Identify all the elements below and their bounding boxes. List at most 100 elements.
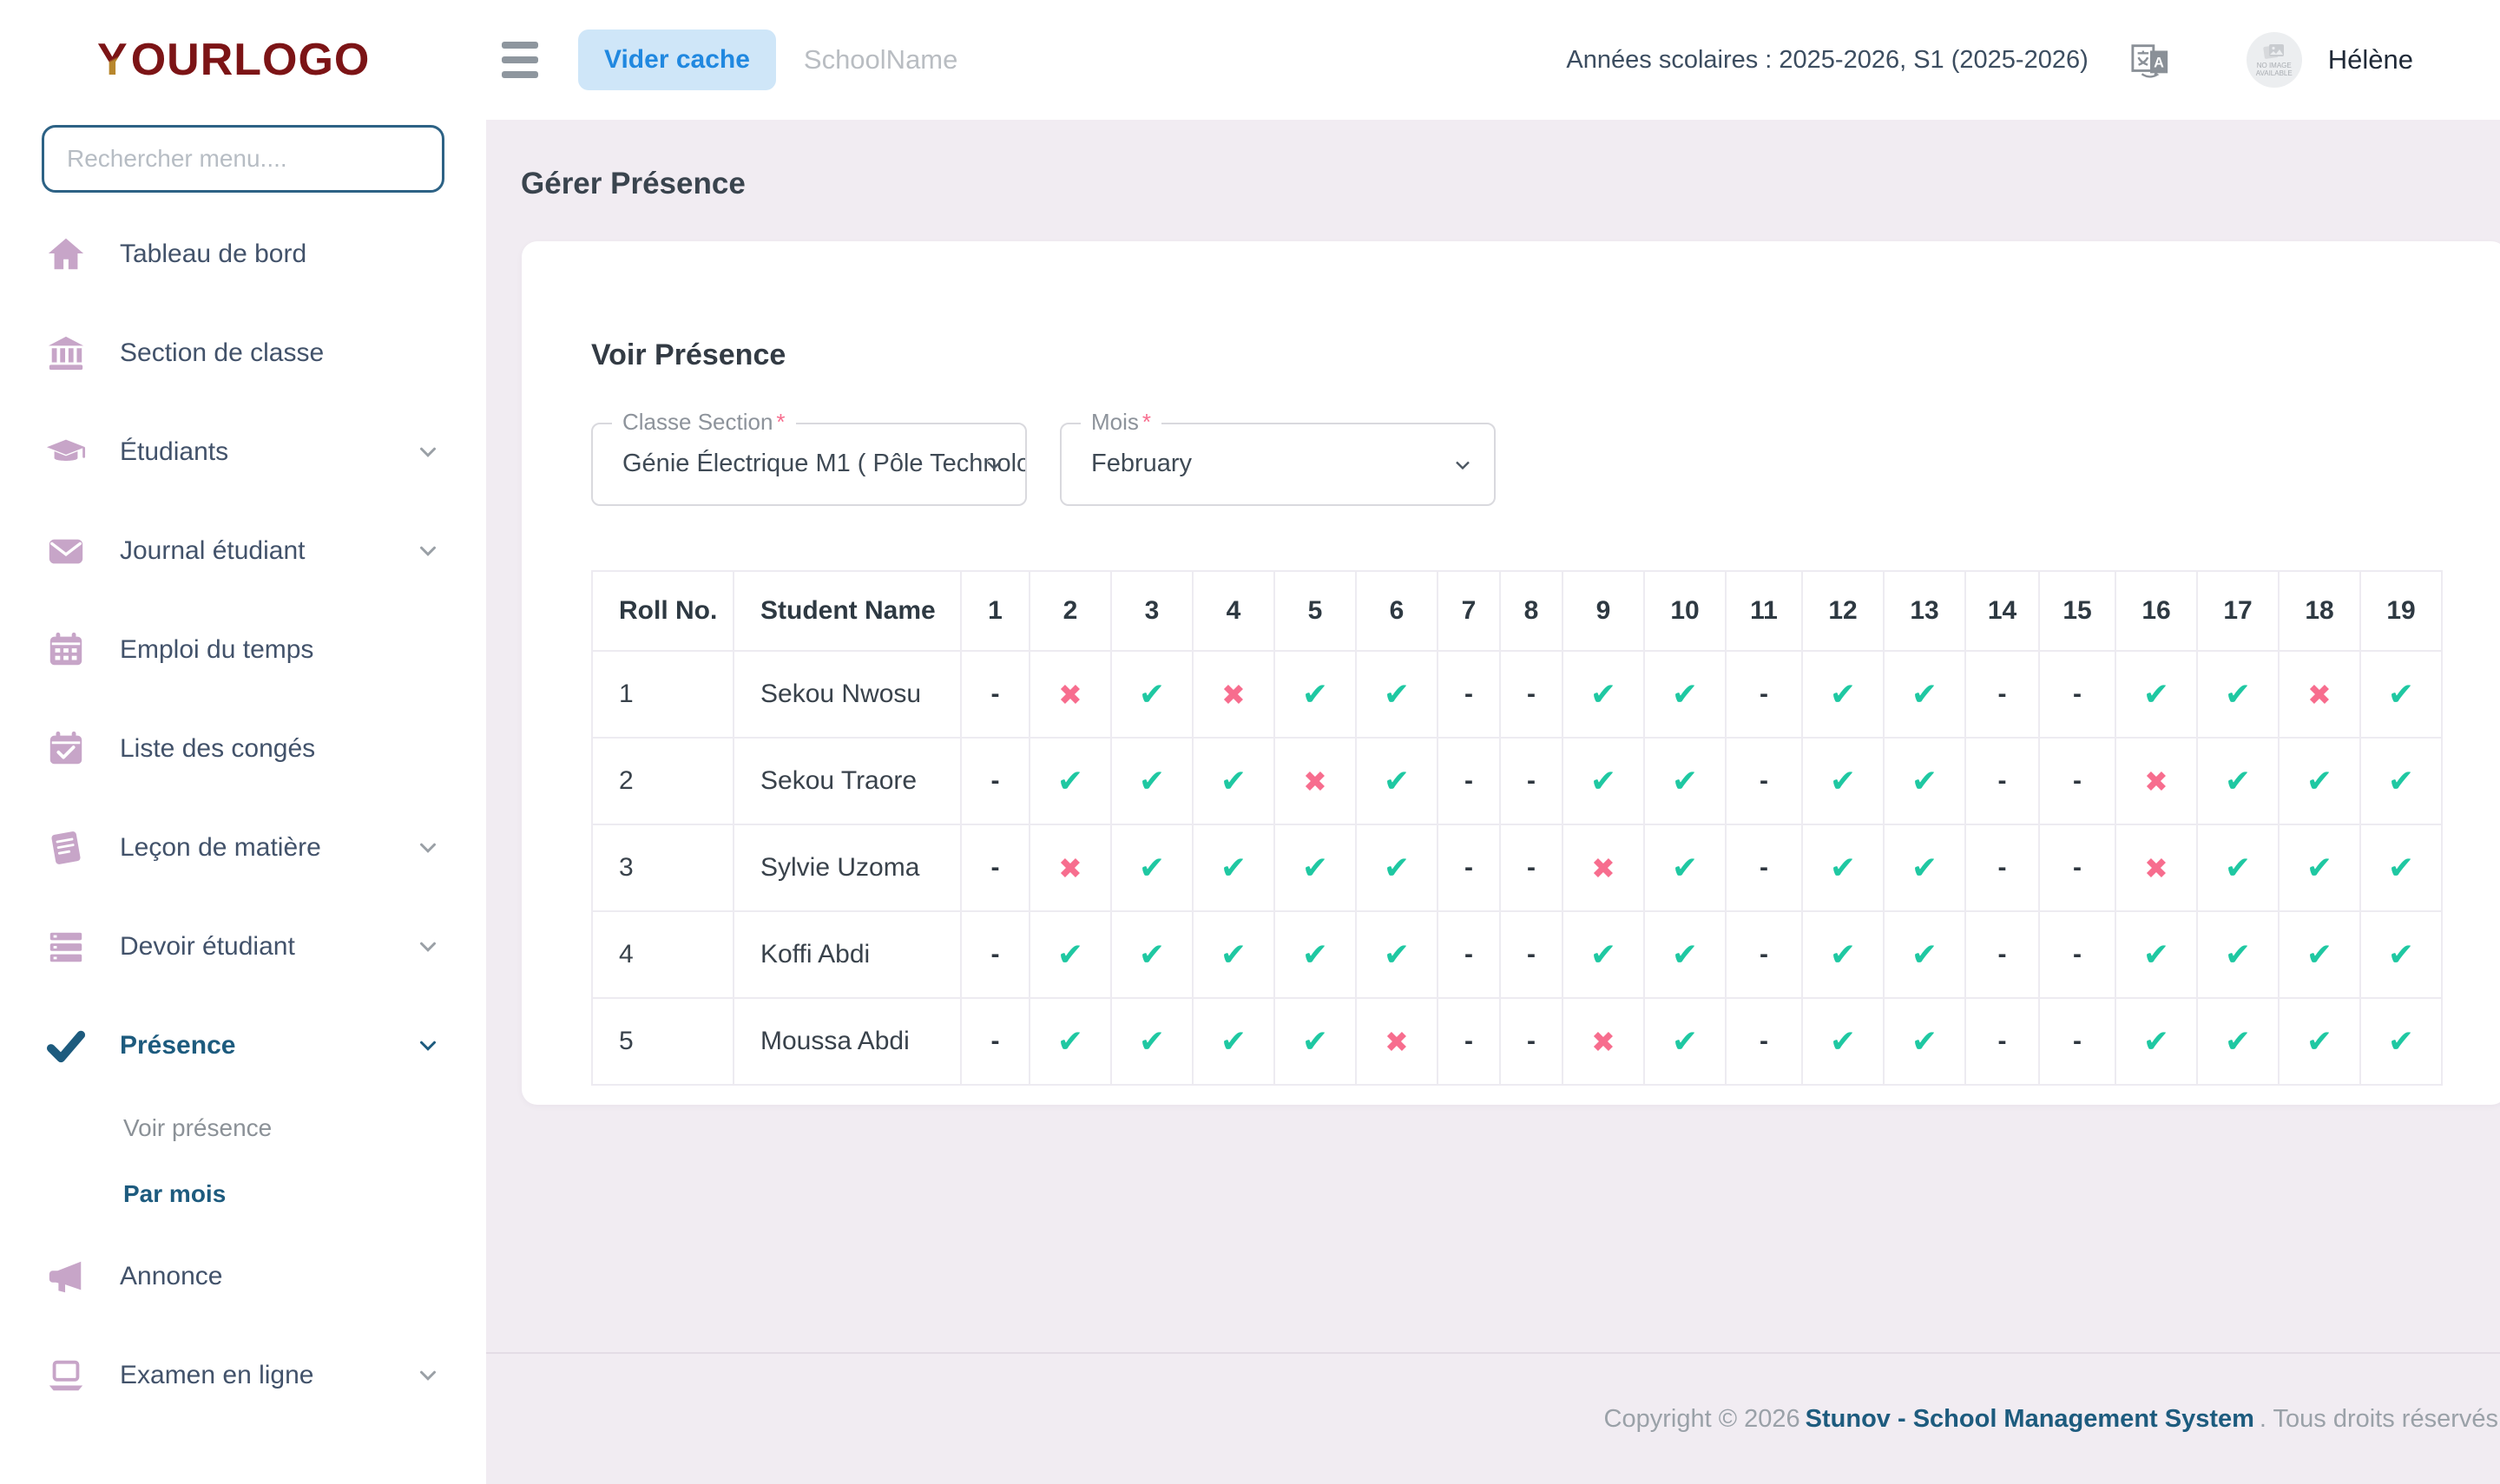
present-check-icon: ✔ [2142, 676, 2170, 712]
sidebar-item-examen-en-ligne[interactable]: Examen en ligne [0, 1326, 486, 1425]
day-header-5: 5 [1273, 570, 1357, 653]
footer-link[interactable]: Stunov - School Management System [1805, 1404, 2254, 1433]
attendance-cell: ✔ [1643, 737, 1727, 826]
attendance-cell: ✔ [2359, 650, 2443, 739]
envelope-icon [45, 531, 87, 571]
footer: Copyright © 2026 Stunov - School Managem… [486, 1352, 2500, 1484]
day-header-12: 12 [1801, 570, 1885, 653]
attendance-cell: ✔ [1273, 910, 1357, 1000]
present-check-icon: ✔ [1911, 676, 1938, 712]
sidebar-item-emploi-du-temps[interactable]: Emploi du temps [0, 601, 486, 699]
sidebar-item-label: Section de classe [120, 338, 325, 367]
student-name-header: Student Name [733, 570, 962, 653]
attendance-cell: ✔ [1355, 910, 1438, 1000]
sidebar-item-presence[interactable]: Présence [0, 996, 486, 1095]
attendance-cell: ✖ [1192, 650, 1275, 739]
clear-cache-button[interactable]: Vider cache [578, 30, 776, 90]
table-row: 5 Moussa Abdi - ✔ ✔ ✔ ✔ ✖ - - ✖ ✔ - ✔ ✔ - - ✔ ✔ ✔ ✔ [591, 997, 2443, 1087]
sidebar-item-journal-etudiant[interactable]: Journal étudiant [0, 502, 486, 601]
day-header-9: 9 [1562, 570, 1645, 653]
no-session-dash: - [1760, 1027, 1768, 1056]
attendance-cell: ✔ [1029, 910, 1112, 1000]
attendance-cell: ✖ [1355, 997, 1438, 1087]
attendance-cell: ✔ [2359, 997, 2443, 1087]
attendance-cell: - [1725, 824, 1803, 913]
attendance-cell: - [1437, 737, 1501, 826]
absent-cross-icon: ✖ [2144, 764, 2168, 798]
present-check-icon: ✔ [1829, 763, 1857, 799]
sidebar: YOURLOGO Tableau de bord Section de class… [0, 0, 486, 1484]
search-input[interactable] [42, 125, 444, 193]
attendance-cell: ✔ [2196, 737, 2280, 826]
present-check-icon: ✔ [1911, 763, 1938, 799]
attendance-cell: - [960, 910, 1030, 1000]
present-check-icon: ✔ [2387, 1023, 2415, 1060]
calendar-icon [45, 630, 87, 670]
required-asterisk: * [776, 409, 786, 436]
roll-cell: 3 [591, 824, 734, 913]
present-check-icon: ✔ [2224, 850, 2252, 886]
sidebar-item-lecon-de-matiere[interactable]: Leçon de matière [0, 798, 486, 897]
present-check-icon: ✔ [1671, 1023, 1699, 1060]
school-years-label: Années scolaires : 2025-2026, S1 (2025-2… [1566, 45, 2089, 74]
translate-icon[interactable]: A [2130, 40, 2170, 80]
attendance-cell: - [1964, 910, 2040, 1000]
sidebar-item-etudiants[interactable]: Étudiants [0, 403, 486, 502]
attendance-cell: - [1499, 737, 1563, 826]
present-check-icon: ✔ [1589, 763, 1617, 799]
attendance-cell: ✖ [1029, 824, 1112, 913]
table-row: 1 Sekou Nwosu - ✖ ✔ ✖ ✔ ✔ - - ✔ ✔ - ✔ ✔ - - ✔ ✔ ✖ ✔ [591, 650, 2443, 739]
day-header-13: 13 [1883, 570, 1966, 653]
attendance-cell: - [1437, 997, 1501, 1087]
sidebar-subitem-voir-presence[interactable]: Voir présence [123, 1114, 273, 1141]
roll-cell: 1 [591, 650, 734, 739]
present-check-icon: ✔ [1383, 936, 1411, 973]
attendance-cell: ✔ [2278, 737, 2361, 826]
no-session-dash: - [1464, 766, 1473, 796]
present-check-icon: ✔ [2387, 676, 2415, 712]
avatar-placeholder-text: NO IMAGE AVAILABLE [2255, 62, 2293, 77]
attendance-cell: ✔ [1029, 997, 1112, 1087]
logo-y-glyph: Y [97, 35, 128, 85]
attendance-cell: - [1964, 997, 2040, 1087]
hamburger-menu-icon[interactable] [502, 42, 538, 78]
main-content: Gérer Présence Voir Présence Classe Sect… [486, 120, 2500, 1352]
attendance-cell: ✔ [2359, 824, 2443, 913]
sidebar-item-annonce[interactable]: Annonce [0, 1227, 486, 1326]
megaphone-icon [45, 1257, 87, 1297]
user-name-label: Hélène [2327, 44, 2413, 75]
month-label: Mois * [1081, 409, 1162, 437]
attendance-cell: - [1964, 824, 2040, 913]
class-section-select[interactable]: Classe Section * Génie Électrique M1 ( Pô… [591, 409, 1027, 507]
sidebar-item-devoir-etudiant[interactable]: Devoir étudiant [0, 897, 486, 996]
sidebar-item-liste-des-conges[interactable]: Liste des congés [0, 699, 486, 798]
attendance-cell: ✔ [1110, 650, 1194, 739]
copyright-text: Copyright © 2026 [1603, 1404, 1800, 1433]
absent-cross-icon: ✖ [1591, 850, 1615, 885]
sidebar-subitem-par-mois[interactable]: Par mois [123, 1180, 227, 1207]
present-check-icon: ✔ [1589, 936, 1617, 973]
no-session-dash: - [1997, 853, 2007, 883]
sidebar-item-section-de-classe[interactable]: Section de classe [0, 304, 486, 403]
no-session-dash: - [1997, 680, 2007, 709]
present-check-icon: ✔ [2224, 676, 2252, 712]
attendance-cell: ✔ [1029, 737, 1112, 826]
present-check-icon: ✔ [1138, 850, 1166, 886]
logo: YOURLOGO [0, 0, 486, 120]
attendance-cell: - [2038, 737, 2116, 826]
present-check-icon: ✔ [2224, 763, 2252, 799]
present-check-icon: ✔ [2142, 936, 2170, 973]
right-column: Vider cache SchoolName Années scolaires … [486, 0, 2500, 1484]
present-check-icon: ✔ [1220, 1023, 1247, 1060]
month-select[interactable]: Mois * February [1060, 409, 1496, 507]
attendance-cell: ✔ [1883, 997, 1966, 1087]
sidebar-item-tableau-de-bord[interactable]: Tableau de bord [0, 205, 486, 304]
attendance-cell: - [1499, 650, 1563, 739]
avatar[interactable]: NO IMAGE AVAILABLE [2246, 32, 2302, 88]
card-title: Voir Présence [591, 338, 786, 372]
present-check-icon: ✔ [1220, 850, 1247, 886]
attendance-cell: ✔ [2278, 910, 2361, 1000]
attendance-cell: ✖ [1273, 737, 1357, 826]
present-check-icon: ✔ [1301, 1023, 1329, 1060]
present-check-icon: ✔ [1829, 1023, 1857, 1060]
